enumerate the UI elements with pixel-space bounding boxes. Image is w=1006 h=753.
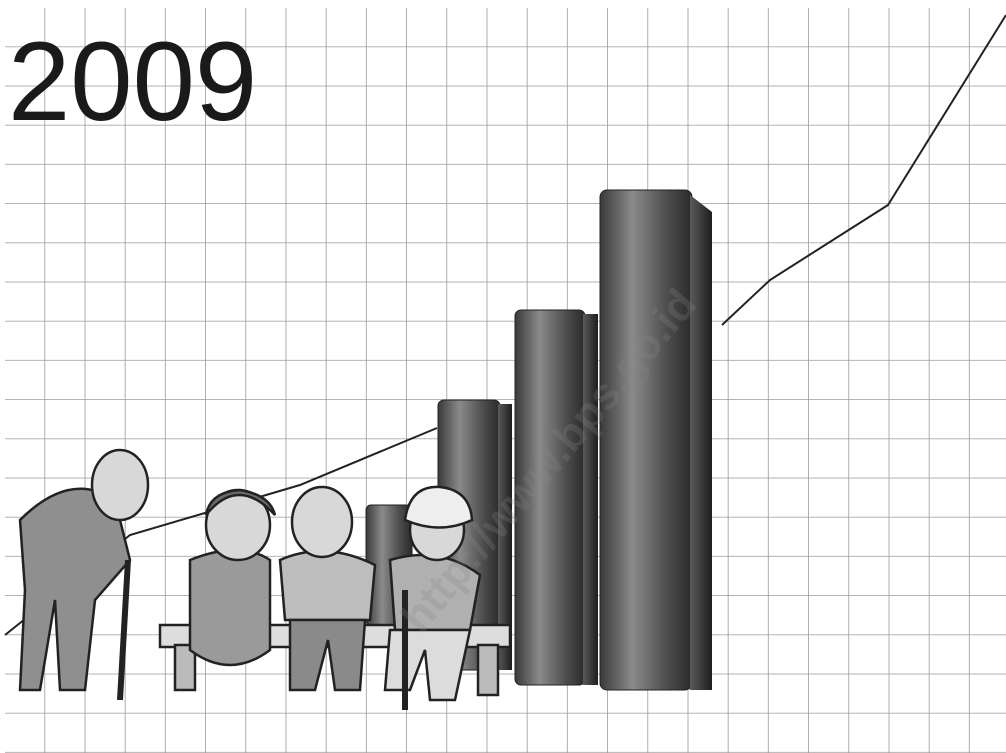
head	[90, 448, 150, 522]
bar-side	[690, 195, 712, 690]
year-label: 2009	[8, 19, 257, 144]
bar-side	[498, 404, 512, 670]
head	[290, 485, 354, 559]
bench-leg	[173, 643, 197, 692]
hat	[403, 485, 474, 529]
man-hat	[388, 553, 482, 632]
bench-leg	[476, 643, 500, 697]
bar	[599, 189, 693, 691]
bars	[365, 189, 712, 691]
cane	[117, 559, 131, 701]
legs	[288, 618, 367, 692]
woman	[188, 548, 272, 667]
bar-side	[583, 314, 598, 685]
hair	[204, 488, 277, 516]
man	[278, 549, 377, 622]
trend-line	[721, 14, 1006, 326]
people	[18, 448, 512, 710]
